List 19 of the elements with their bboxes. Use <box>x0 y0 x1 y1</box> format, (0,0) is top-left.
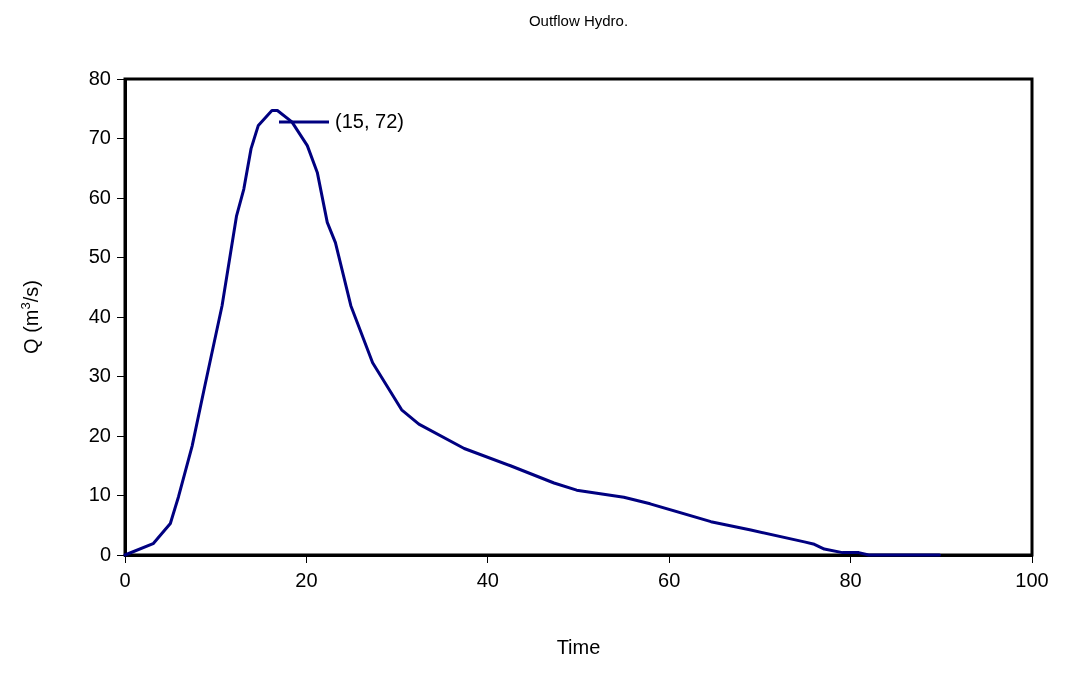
chart-title: Outflow Hydro. <box>528 12 629 29</box>
x-tick-label: 60 <box>658 568 681 591</box>
x-axis-title: Time <box>556 636 601 658</box>
x-tick-label: 100 <box>1015 568 1049 591</box>
x-tick-label: 20 <box>295 568 318 591</box>
y-tick-label: 20 <box>88 423 111 446</box>
y-tick-label: 0 <box>99 542 111 565</box>
x-tick-label: 40 <box>476 568 499 591</box>
x-tick-label: 80 <box>839 568 862 591</box>
annotation: (15, 72) <box>335 109 404 132</box>
y-tick-label: 30 <box>88 364 111 387</box>
y-tick-label: 10 <box>88 483 111 506</box>
y-tick-label: 60 <box>88 185 111 208</box>
x-tick-label: 0 <box>119 568 131 591</box>
y-tick-label: 50 <box>88 245 111 268</box>
y-axis-title: Q (m3/s) <box>18 280 42 354</box>
y-tick-label: 70 <box>88 126 111 149</box>
y-tick-label: 40 <box>88 304 111 327</box>
y-tick-label: 80 <box>88 66 111 89</box>
